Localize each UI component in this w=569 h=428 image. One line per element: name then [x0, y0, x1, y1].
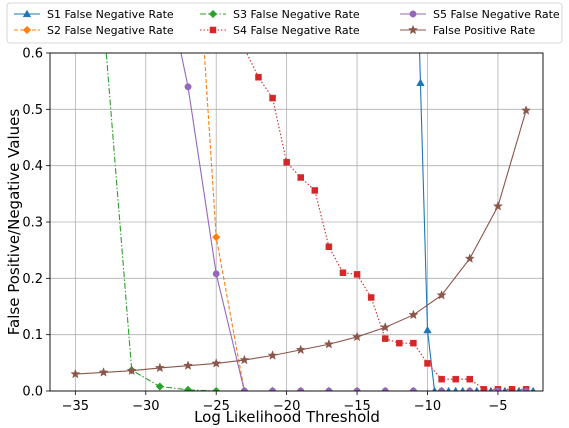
series-lines — [70, 53, 536, 391]
series-6 — [70, 105, 532, 379]
data-point — [508, 386, 516, 391]
data-point — [480, 386, 488, 391]
legend-item: S5 False Negative Rate — [400, 8, 560, 21]
series-2 — [203, 53, 531, 391]
y-tick-label: 0.3 — [22, 216, 43, 231]
y-tick-label: 0.0 — [22, 385, 43, 400]
x-axis-label: Log Likelihood Threshold — [194, 408, 380, 426]
series-line — [180, 53, 527, 391]
data-point — [353, 271, 361, 278]
data-point — [239, 354, 250, 365]
series-4 — [246, 53, 530, 391]
data-point — [297, 174, 304, 181]
data-point — [466, 375, 474, 383]
data-point — [70, 368, 81, 379]
data-point — [492, 200, 503, 211]
data-point — [269, 94, 276, 102]
legend-frame — [6, 2, 563, 44]
data-point — [255, 73, 262, 81]
legend-item: S4 False Negative Rate — [200, 24, 360, 37]
series-line — [246, 53, 527, 390]
y-tick-label: 0.1 — [22, 328, 43, 343]
data-point — [352, 331, 363, 342]
data-point — [212, 233, 221, 242]
legend-marker — [208, 9, 218, 19]
x-tick-label: −20 — [273, 399, 300, 414]
y-tick-label: 0.6 — [22, 47, 43, 62]
legend-marker — [407, 24, 419, 35]
legend-label: False Positive Rate — [433, 24, 535, 37]
data-point — [184, 83, 192, 91]
legend-label: S1 False Negative Rate — [47, 8, 174, 21]
legend-item: S1 False Negative Rate — [14, 8, 174, 21]
legend-label: S4 False Negative Rate — [233, 24, 360, 37]
data-point — [339, 269, 347, 276]
data-point — [182, 360, 194, 370]
data-point — [396, 339, 403, 347]
y-tick-label: 0.2 — [22, 272, 43, 287]
legend-marker — [22, 25, 32, 35]
x-tick-label: −35 — [62, 399, 89, 414]
axes: −35 −30 −25 −20 −15 −10 −5 0.0 0.1 0.2 0.3 0.4 0.5 0.… — [22, 47, 544, 414]
series-line — [203, 53, 527, 391]
data-point — [295, 344, 306, 355]
x-tick-label: −30 — [132, 399, 159, 414]
data-point — [464, 253, 475, 263]
data-point — [311, 187, 319, 194]
data-point — [212, 386, 221, 391]
data-point — [283, 159, 290, 166]
data-point — [211, 358, 222, 368]
data-point — [212, 270, 220, 278]
data-point — [325, 243, 333, 251]
x-tick-label: −10 — [414, 399, 441, 414]
legend-item: S3 False Negative Rate — [200, 8, 360, 21]
x-tick-label: −25 — [202, 399, 229, 414]
grid — [50, 52, 543, 392]
legend-item: S2 False Negative Rate — [14, 24, 174, 37]
data-point — [530, 386, 536, 391]
data-point — [436, 289, 447, 300]
legend-label: S5 False Negative Rate — [433, 8, 560, 21]
y-tick-label: 0.5 — [22, 103, 43, 118]
data-point — [154, 362, 165, 373]
data-point — [155, 382, 165, 391]
data-point — [452, 375, 459, 383]
data-point — [408, 309, 419, 320]
data-point — [367, 294, 375, 301]
x-tick-label: −15 — [343, 399, 370, 414]
y-axis-label: False Positive/Negative Values — [5, 109, 23, 336]
data-point — [380, 322, 391, 332]
data-point — [323, 338, 334, 349]
data-point — [183, 385, 193, 391]
data-point — [410, 339, 417, 347]
legend-label: S2 False Negative Rate — [47, 24, 174, 37]
data-point — [126, 365, 137, 376]
data-point — [438, 375, 445, 383]
legend: S1 False Negative Rate S2 False Negative … — [6, 2, 563, 44]
plot-frame — [49, 52, 544, 392]
series-3 — [105, 53, 531, 391]
data-point — [381, 335, 389, 342]
data-point — [267, 350, 278, 360]
series-5 — [180, 53, 530, 391]
data-point — [521, 105, 532, 115]
data-point — [416, 78, 425, 86]
series-line — [105, 53, 527, 391]
data-point — [98, 367, 109, 377]
legend-marker — [209, 26, 217, 34]
legend-label: S3 False Negative Rate — [233, 8, 360, 21]
legend-marker — [22, 9, 32, 18]
legend-item: False Positive Rate — [400, 24, 535, 37]
series-line — [419, 53, 534, 391]
data-point — [423, 325, 432, 334]
data-point — [424, 360, 431, 367]
x-tick-label: −5 — [488, 399, 507, 414]
legend-marker — [409, 10, 417, 18]
y-tick-label: 0.4 — [22, 159, 43, 174]
